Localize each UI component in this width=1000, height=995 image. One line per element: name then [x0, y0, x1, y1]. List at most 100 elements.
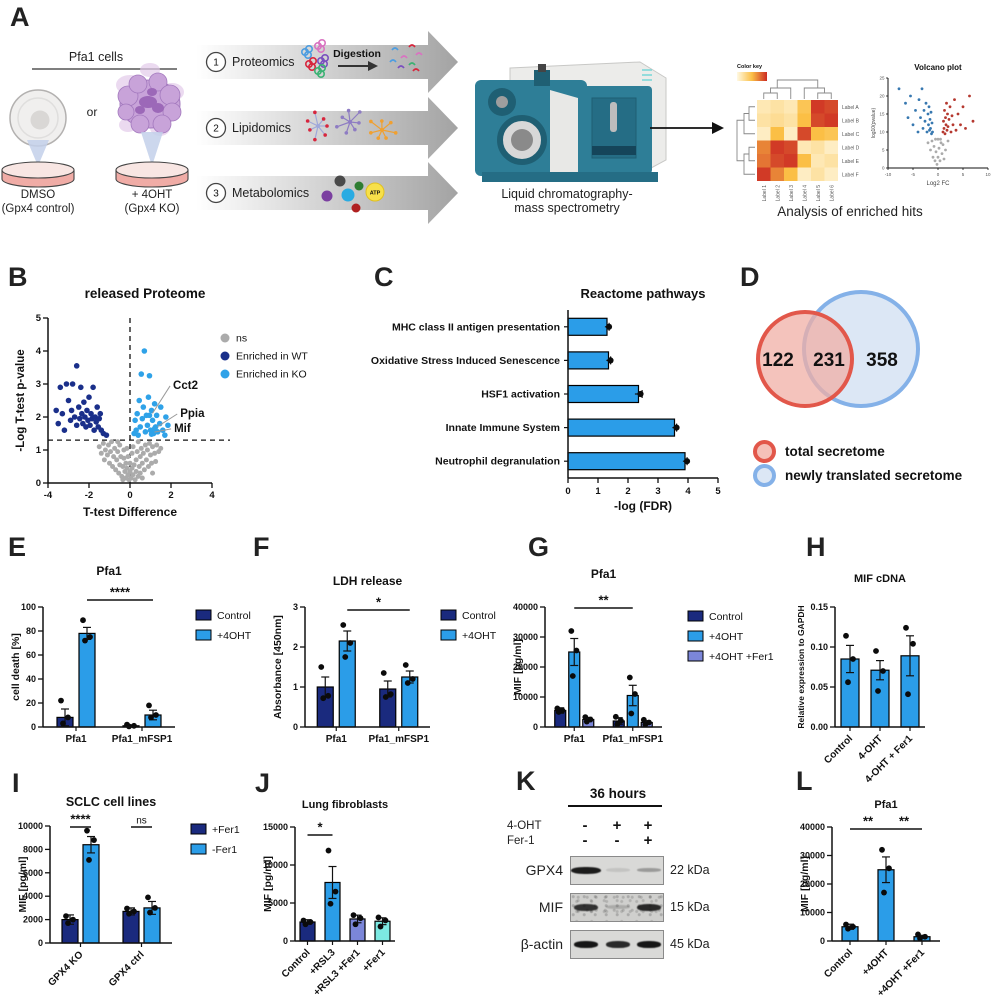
ldh-release-chart: LDH release Absorbance [450nm] 0 1 2 3 Pfa1 Pfa…	[272, 574, 497, 745]
significance-label: *	[317, 820, 323, 835]
scatter-point	[76, 415, 83, 422]
metabolite-icon	[321, 190, 333, 202]
data-point	[879, 846, 885, 853]
scatter-point	[139, 475, 145, 481]
x-category-label: Control	[280, 947, 313, 980]
data-point	[87, 634, 93, 640]
protein-label: GPX4	[525, 862, 563, 878]
chart-title: Lung fibroblasts	[302, 799, 388, 811]
heatmap-col-label: Label 3	[789, 185, 795, 202]
x-category-label: Pfa1_mFSP1	[368, 734, 429, 745]
scatter-point	[145, 394, 152, 400]
workflow-arrow	[196, 97, 458, 159]
scatter-point	[104, 452, 110, 458]
svg-text:0: 0	[882, 166, 885, 171]
significance-label: **	[598, 593, 609, 608]
scatter-point	[151, 425, 158, 432]
scatter-point	[143, 457, 149, 463]
data-point	[409, 676, 416, 682]
heatmap-cell	[797, 154, 811, 168]
x-axis-label: -log (FDR)	[614, 499, 672, 513]
scatter-point	[105, 442, 111, 448]
data-point	[845, 679, 851, 686]
scatter-point	[109, 439, 115, 445]
scatter-point	[144, 447, 150, 453]
data-point	[569, 673, 576, 679]
analysis-caption: Analysis of enriched hits	[777, 204, 923, 219]
legend-label: +4OHT	[709, 631, 744, 643]
data-point	[307, 919, 314, 925]
panel-letter-f: F	[253, 532, 270, 562]
y-tick-label: 0	[38, 938, 43, 948]
lung-fibroblasts-chart: Lung fibroblasts MIF [pg/ml] 0 5000 10000 150…	[262, 799, 395, 995]
venn-legend-label: total secretome	[785, 444, 885, 459]
y-tick-label: 10000	[263, 860, 288, 870]
lipid-icon	[369, 119, 398, 140]
heatmap-cell	[757, 167, 771, 181]
data-point	[80, 617, 86, 624]
data-point	[131, 722, 137, 729]
heatmap-cell	[784, 140, 798, 154]
data-point	[84, 827, 90, 834]
light-cone	[141, 132, 163, 166]
data-point	[917, 935, 923, 942]
panel-letter-l: L	[796, 766, 813, 796]
petri-dish-icon	[115, 161, 189, 188]
legend-swatch	[687, 650, 704, 662]
legend-swatch	[195, 609, 212, 621]
significance-label: **	[899, 814, 910, 829]
color-key-gradient	[737, 72, 767, 81]
heatmap-col-label: Label 1	[762, 185, 768, 202]
data-point	[875, 688, 881, 694]
heatmap-cell	[797, 167, 811, 181]
scatter-point	[137, 424, 144, 430]
y-tick-label: 6000	[23, 868, 43, 878]
condition-sign: +	[612, 817, 622, 834]
petri-dish-icon	[1, 161, 75, 188]
protein-label: β-actin	[520, 936, 563, 952]
x-tick-label: 5	[715, 486, 721, 497]
data-point	[357, 915, 364, 922]
data-point	[382, 917, 389, 924]
protein-icon	[304, 56, 317, 71]
x-category-label: GPX4 ctrl	[107, 949, 147, 989]
panel-letter-j: J	[255, 768, 271, 798]
scatter-point	[142, 429, 149, 435]
data-point	[903, 624, 909, 631]
blot-strip	[570, 893, 664, 922]
protein-band	[571, 866, 601, 874]
scatter-point	[137, 454, 143, 460]
x-category-label: Pfa1	[564, 734, 586, 745]
heatmap-row-label: Label A	[842, 105, 859, 111]
step-number-icon	[205, 182, 227, 204]
y-tick-label: 15000	[263, 822, 288, 832]
y-axis-label: MIF [pg/ml]	[512, 639, 524, 695]
heatmap-cell	[824, 100, 838, 114]
scatter-point	[145, 464, 151, 469]
x-tick-label: 2	[625, 486, 630, 497]
chart-title: Pfa1	[874, 799, 897, 811]
protein-icon	[316, 53, 329, 68]
data-point	[380, 670, 387, 676]
scatter-point	[132, 477, 138, 483]
scatter-point	[96, 444, 102, 450]
data-point	[350, 912, 357, 919]
data-point	[683, 458, 691, 465]
y-tick-label: 2	[293, 642, 298, 652]
y-tick-label: 0.10	[810, 642, 828, 652]
data-point	[332, 888, 339, 895]
data-point	[320, 695, 327, 702]
heatmap-row-label: Label D	[842, 145, 860, 151]
x-category-label: Control	[822, 733, 855, 766]
protein-band	[637, 868, 661, 872]
dying-cell-icon	[116, 63, 184, 136]
y-axis-label: MIF [pg/ml]	[17, 857, 29, 913]
scatter-point	[135, 439, 141, 445]
protein-band	[637, 940, 661, 948]
scatter-point	[108, 449, 114, 455]
y-tick-label: 40	[26, 674, 36, 684]
scatter-point	[115, 449, 121, 455]
data-point	[70, 916, 76, 923]
scatter-point	[59, 410, 66, 417]
scatter-point	[156, 420, 163, 427]
